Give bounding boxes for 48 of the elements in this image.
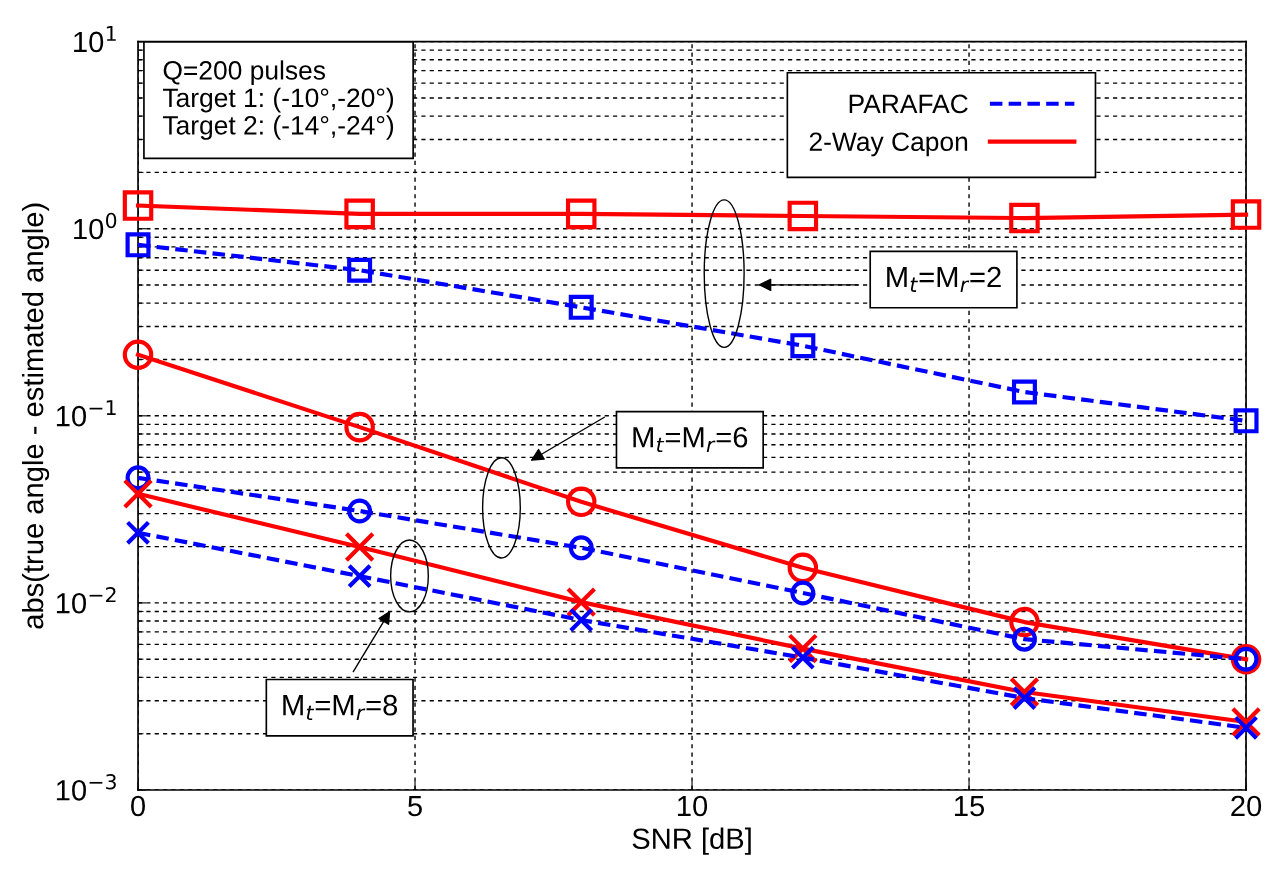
point [568, 607, 594, 633]
point [122, 339, 154, 371]
annotation: M$_{t}$=M$_{r}$=8 [283, 694, 398, 720]
annotation: Q=200 pulses Target 1: (-10°,-20°) Target 2: (-14°,-24°) [162, 60, 394, 140]
point [344, 531, 375, 563]
x-tick-label: 20 [1231, 795, 1262, 817]
point [1011, 685, 1037, 711]
annotation: M$_{t}$=M$_{r}$=6 [633, 426, 748, 453]
point [1011, 626, 1037, 652]
x-tick-label: 5 [408, 795, 422, 817]
x-axis-title: SNR [dB] [632, 827, 751, 855]
point [787, 552, 819, 584]
point [790, 333, 816, 359]
point [1230, 199, 1262, 230]
point [1233, 408, 1259, 434]
y-tick-label: 10$^{−1}$ [56, 400, 116, 427]
point [568, 294, 594, 320]
x-tick-label: 15 [955, 795, 985, 817]
point [344, 411, 375, 443]
legend-label: 2-Way Capon [809, 132, 968, 157]
point [125, 520, 151, 546]
y-tick-label: 10$^{−2}$ [56, 586, 116, 614]
x-tick-label: 10 [678, 795, 708, 817]
point [347, 257, 373, 283]
point [565, 198, 597, 230]
point [344, 198, 375, 230]
point [347, 563, 373, 589]
point [122, 190, 154, 221]
point [787, 200, 819, 232]
point [1009, 606, 1040, 638]
point [125, 232, 151, 258]
point [565, 486, 597, 518]
y-axis-title: abs(true angle - estimated angle) [21, 203, 50, 629]
point [1009, 202, 1040, 234]
point [347, 498, 373, 524]
y-tick-label: 10$^{0}$ [74, 212, 117, 240]
x-tick-label: 0 [131, 795, 145, 817]
y-tick-label: 10$^{−3}$ [56, 774, 116, 801]
point [122, 478, 154, 510]
y-tick-label: 10$^{1}$ [74, 25, 116, 53]
point [790, 645, 816, 671]
point [1230, 706, 1262, 738]
point [1011, 379, 1037, 405]
point [790, 580, 816, 606]
point [1233, 715, 1259, 741]
point [568, 535, 594, 561]
annotation: M$_{t}$=M$_{r}$=2 [887, 266, 1001, 292]
legend-label: PARAFAC [849, 94, 968, 114]
